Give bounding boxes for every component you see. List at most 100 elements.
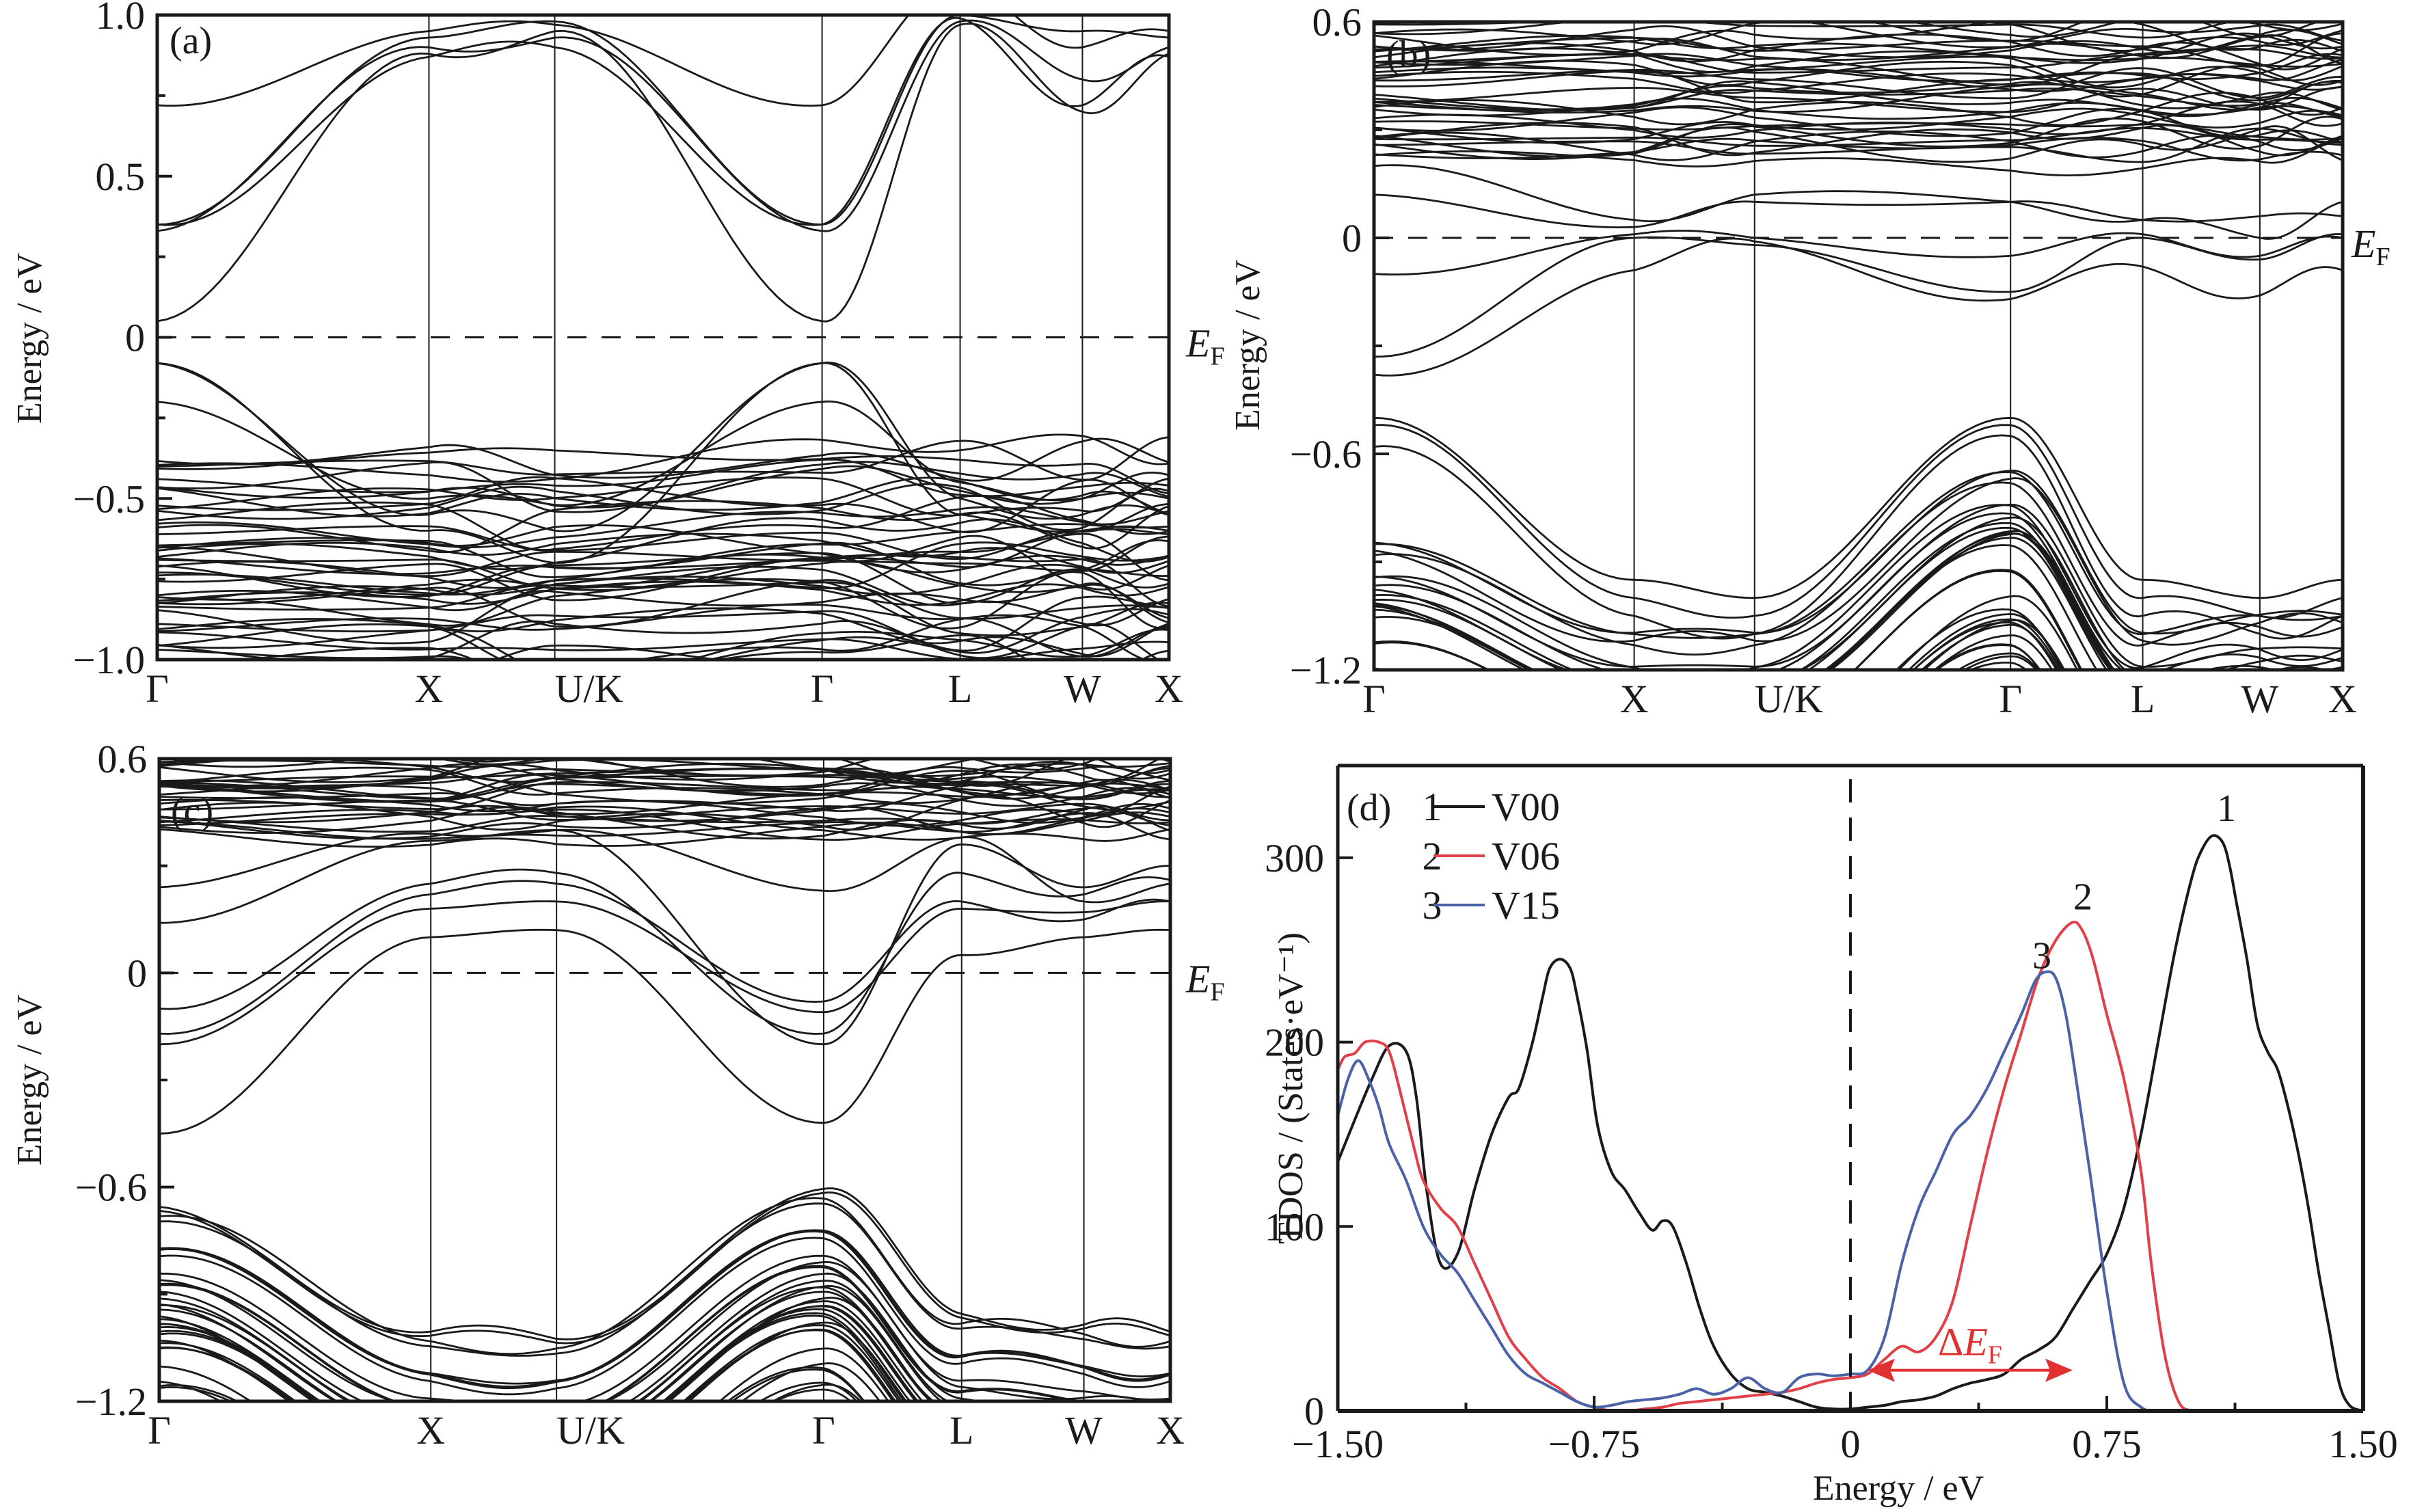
plot-frame	[157, 757, 1172, 1403]
band-line	[159, 829, 1170, 1046]
band-line	[159, 1324, 900, 1401]
k-point-label: U/K	[555, 666, 623, 711]
band-line	[1374, 22, 2343, 52]
band-line	[1374, 83, 2343, 118]
x-tick-label: 0	[1841, 1422, 1861, 1466]
band-line	[157, 523, 1169, 578]
y-tick-label: 0	[1304, 1389, 1324, 1433]
band-line	[159, 880, 1170, 1035]
band-line	[157, 565, 1169, 627]
band-line	[1374, 416, 2343, 599]
y-tick-label: 0.6	[1312, 0, 1362, 44]
y-tick-label: 0	[125, 316, 145, 360]
k-point-label: L	[949, 1408, 973, 1453]
band-line	[159, 768, 1170, 799]
x-tick-label: 1.50	[2328, 1422, 2398, 1466]
band-line	[157, 541, 1169, 596]
band-line	[1374, 137, 2343, 162]
band-line	[159, 1381, 859, 1401]
band-line	[157, 476, 1169, 517]
band-line	[1374, 86, 2343, 113]
band-line	[1374, 22, 2343, 38]
band-line	[159, 1362, 881, 1401]
band-line	[157, 628, 1169, 660]
band-line	[159, 1230, 1170, 1390]
k-point-label: L	[948, 666, 972, 711]
peak-label: 2	[2073, 876, 2092, 918]
legend-label: V00	[1492, 785, 1560, 829]
band-line	[157, 580, 1169, 606]
band-line	[1374, 504, 2343, 670]
k-point-label: Γ	[1362, 677, 1386, 721]
k-point-label: U/K	[556, 1408, 625, 1453]
band-line	[1907, 612, 2065, 670]
band-line	[1374, 470, 2343, 635]
band-line	[1374, 526, 2112, 670]
band-line	[159, 1191, 1170, 1345]
k-point-label: X	[2328, 677, 2357, 721]
band-line	[1374, 424, 2343, 619]
x-tick-label: −1.50	[1292, 1422, 1384, 1466]
peak-label: 1	[2217, 787, 2236, 830]
band-line	[159, 868, 1170, 1035]
k-point-label: W	[2241, 677, 2278, 721]
band-line	[1374, 130, 2343, 161]
band-line	[159, 1254, 1170, 1401]
tdos-series-V15	[1336, 970, 2363, 1413]
band-line	[1374, 127, 2343, 147]
band-line	[159, 759, 1170, 785]
band-line	[1374, 122, 2343, 157]
y-tick-label: 100	[1265, 1204, 1324, 1249]
y-axis-title: Energy / eV	[10, 253, 49, 424]
k-point-labels: Γ X U/K Γ L W X	[148, 1408, 1185, 1453]
band-line	[159, 802, 1170, 824]
panel-label: (a)	[170, 20, 212, 62]
band-line	[157, 517, 1169, 571]
band-line	[157, 23, 1169, 323]
band-line	[1912, 621, 2058, 670]
band-line	[159, 1366, 865, 1401]
panel-label: (d)	[1347, 787, 1391, 829]
y-tick-label: 200	[1265, 1021, 1324, 1065]
band-line	[1932, 634, 2053, 670]
band-line	[1920, 623, 2060, 670]
band-line	[1374, 22, 2321, 42]
band-line	[157, 614, 1169, 660]
band-line	[159, 1321, 908, 1401]
band-line	[1374, 595, 2079, 670]
band-line	[159, 1308, 911, 1401]
band-line	[1374, 120, 2343, 141]
x-tick-label: −0.75	[1548, 1422, 1640, 1466]
panel-a-band-structure: (a) Energy / eV 1.0 0.5 0 −0.5 −1.0 Γ X U/K Γ L W…	[10, 0, 1225, 711]
panel-label: (b)	[1386, 33, 1431, 76]
band-line	[1932, 643, 2041, 670]
band-line	[159, 1272, 984, 1401]
y-tick-label: 300	[1265, 836, 1324, 880]
band-line	[1374, 81, 2343, 111]
band-line	[159, 759, 1170, 788]
band-line	[159, 808, 1170, 841]
band-line	[159, 807, 1170, 833]
band-line	[157, 535, 1169, 578]
k-point-label: X	[415, 666, 444, 711]
band-line	[157, 15, 1169, 226]
y-tick-label: −1.2	[75, 1379, 147, 1424]
band-line	[1374, 70, 2343, 104]
tdos-curves	[1336, 834, 2364, 1413]
k-point-labels: Γ X U/K Γ L W X	[146, 666, 1183, 711]
band-line	[157, 535, 1169, 591]
y-tick-label: −0.6	[75, 1165, 147, 1210]
band-line	[159, 795, 1170, 831]
y-axis-title: Energy / eV	[10, 995, 49, 1165]
band-line	[159, 1280, 950, 1401]
fermi-level-label: EF	[2351, 221, 2390, 271]
k-point-label: Γ	[811, 666, 834, 711]
panel-d-tdos: (d) TDOS / (States·eV⁻¹) Energy / eV 010…	[1265, 764, 2398, 1508]
band-line	[157, 500, 1169, 554]
k-point-label: L	[2131, 677, 2155, 721]
band-line	[157, 476, 1169, 517]
band-line	[1374, 512, 2343, 670]
arrowhead-left	[1868, 1358, 1895, 1382]
